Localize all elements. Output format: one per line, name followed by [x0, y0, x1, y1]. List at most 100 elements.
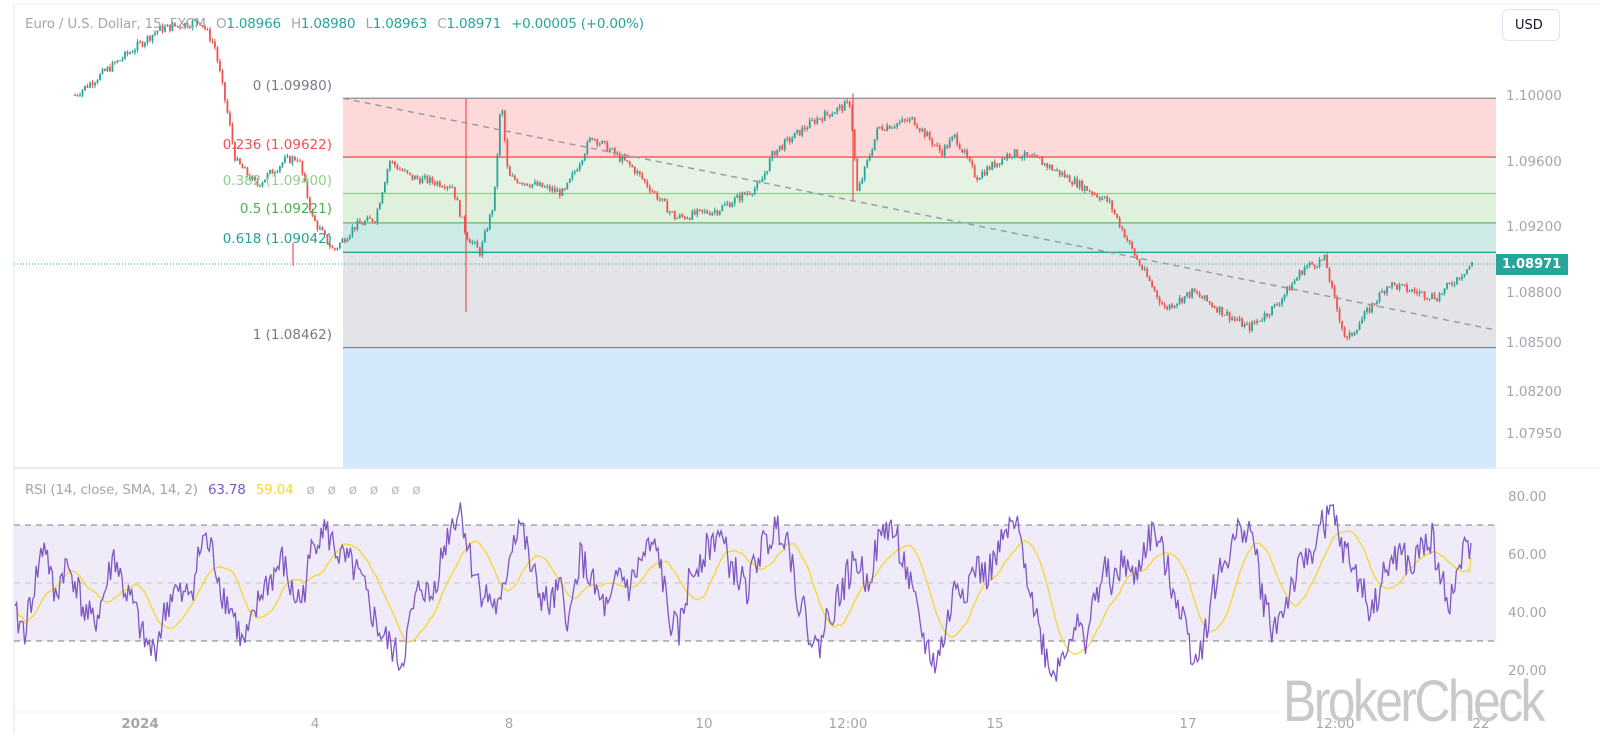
na-value: ø: [412, 482, 421, 498]
candle-body: [1276, 304, 1278, 306]
candle-body: [1146, 268, 1149, 277]
candle-body: [728, 203, 731, 208]
candle-body: [1233, 317, 1236, 320]
fib-level-label: 1 (1.08462): [253, 327, 332, 343]
candle-body: [426, 175, 429, 183]
candle-body: [111, 62, 114, 72]
candle-body: [1268, 314, 1271, 317]
candle-body: [1086, 186, 1089, 191]
candle-body: [673, 211, 676, 219]
candle-body: [358, 220, 361, 224]
fibonacci-retracement[interactable]: [343, 97, 1496, 467]
candle-body: [361, 223, 364, 225]
currency-button[interactable]: USD: [1502, 9, 1560, 41]
candle-body: [1198, 293, 1201, 297]
candle-body: [159, 25, 161, 31]
candle-body: [1046, 163, 1049, 168]
candle-body: [603, 140, 606, 142]
price-axis[interactable]: 1.10000 1.09600 1.09200 1.08800 1.08500 1.082…: [1506, 88, 1562, 442]
candle-body: [493, 186, 496, 211]
candle-body: [169, 24, 171, 31]
candle-body: [946, 145, 949, 148]
candle-body: [786, 138, 789, 140]
candle-body: [1103, 196, 1106, 198]
fib-zone: [343, 157, 1496, 194]
candle-body: [558, 189, 561, 196]
candle-body: [573, 171, 576, 174]
candle-body: [611, 148, 614, 150]
time-axis[interactable]: 2024 4 8 10 12:00 15 17 12:00 22: [121, 716, 1489, 732]
candle-body: [626, 160, 629, 162]
candle-body: [156, 30, 159, 33]
na-value: ø: [391, 482, 400, 498]
candle-body: [1108, 200, 1111, 202]
candle-body: [553, 187, 556, 192]
candle-body: [648, 186, 651, 192]
candle-body: [1373, 303, 1376, 305]
rsi-legend[interactable]: RSI (14, close, SMA, 14, 2) 63.78 59.04 …: [25, 482, 420, 498]
candle-body: [74, 95, 76, 96]
rsi-pane[interactable]: [14, 502, 1496, 682]
candle-body: [1391, 282, 1393, 288]
fib-zone: [343, 222, 1496, 253]
candle-body: [1151, 281, 1154, 287]
symbol-legend[interactable]: Euro / U.S. Dollar, 15, FXCM O1.08966 H1…: [25, 16, 644, 32]
candle-body: [194, 20, 196, 22]
candle-body: [366, 217, 369, 222]
candle-body: [314, 215, 316, 221]
candle-body: [793, 132, 796, 139]
candle-body: [1091, 191, 1094, 195]
price-tick-label: 1.07950: [1506, 426, 1562, 442]
candle-body: [144, 42, 146, 47]
candle-body: [204, 25, 206, 30]
candle-body: [601, 140, 604, 144]
candle-body: [868, 155, 871, 161]
candle-body: [304, 173, 306, 182]
candle-body: [993, 161, 996, 168]
candle-body: [751, 193, 754, 195]
candle-body: [823, 111, 826, 121]
symbol-name[interactable]: Euro / U.S. Dollar, 15, FXCM: [25, 16, 206, 32]
candle-body: [101, 69, 104, 74]
candle-body: [1356, 330, 1358, 333]
candle-body: [613, 148, 616, 154]
candle-body: [986, 166, 989, 176]
candle-body: [581, 160, 584, 165]
candle-body: [513, 175, 516, 180]
candle-body: [294, 156, 296, 161]
candle-body: [806, 128, 809, 130]
candle-body: [466, 232, 469, 240]
candle-body: [1048, 165, 1051, 168]
candle-body: [583, 154, 586, 161]
candle-body: [171, 23, 174, 31]
candle-body: [1466, 269, 1468, 275]
fib-trend-line[interactable]: [342, 97, 1497, 331]
candle-body: [154, 32, 156, 35]
rsi-title[interactable]: RSI (14, close, SMA, 14, 2): [25, 482, 198, 498]
candle-body: [376, 209, 379, 223]
na-value: ø: [369, 482, 378, 498]
candle-body: [1368, 308, 1371, 313]
candle-body: [911, 117, 914, 119]
rsi-axis[interactable]: 80.00 60.00 40.00 20.00: [1508, 489, 1547, 679]
candle-body: [1208, 301, 1211, 304]
candle-body: [408, 172, 411, 175]
candle-body: [586, 141, 589, 155]
candle-body: [281, 162, 284, 167]
candle-body: [811, 119, 814, 121]
candle-body: [311, 210, 314, 216]
candle-body: [246, 167, 249, 176]
candle-body: [309, 197, 311, 211]
candle-body: [973, 165, 976, 178]
candle-body: [828, 114, 831, 117]
candle-body: [756, 182, 759, 189]
candle-body: [826, 111, 829, 115]
candle-body: [1096, 194, 1099, 198]
candle-body: [1363, 311, 1366, 319]
fib-trend-line[interactable]: [342, 97, 1497, 331]
candle-body: [79, 94, 81, 96]
candle-body: [458, 200, 461, 217]
candle-body: [1141, 265, 1144, 270]
